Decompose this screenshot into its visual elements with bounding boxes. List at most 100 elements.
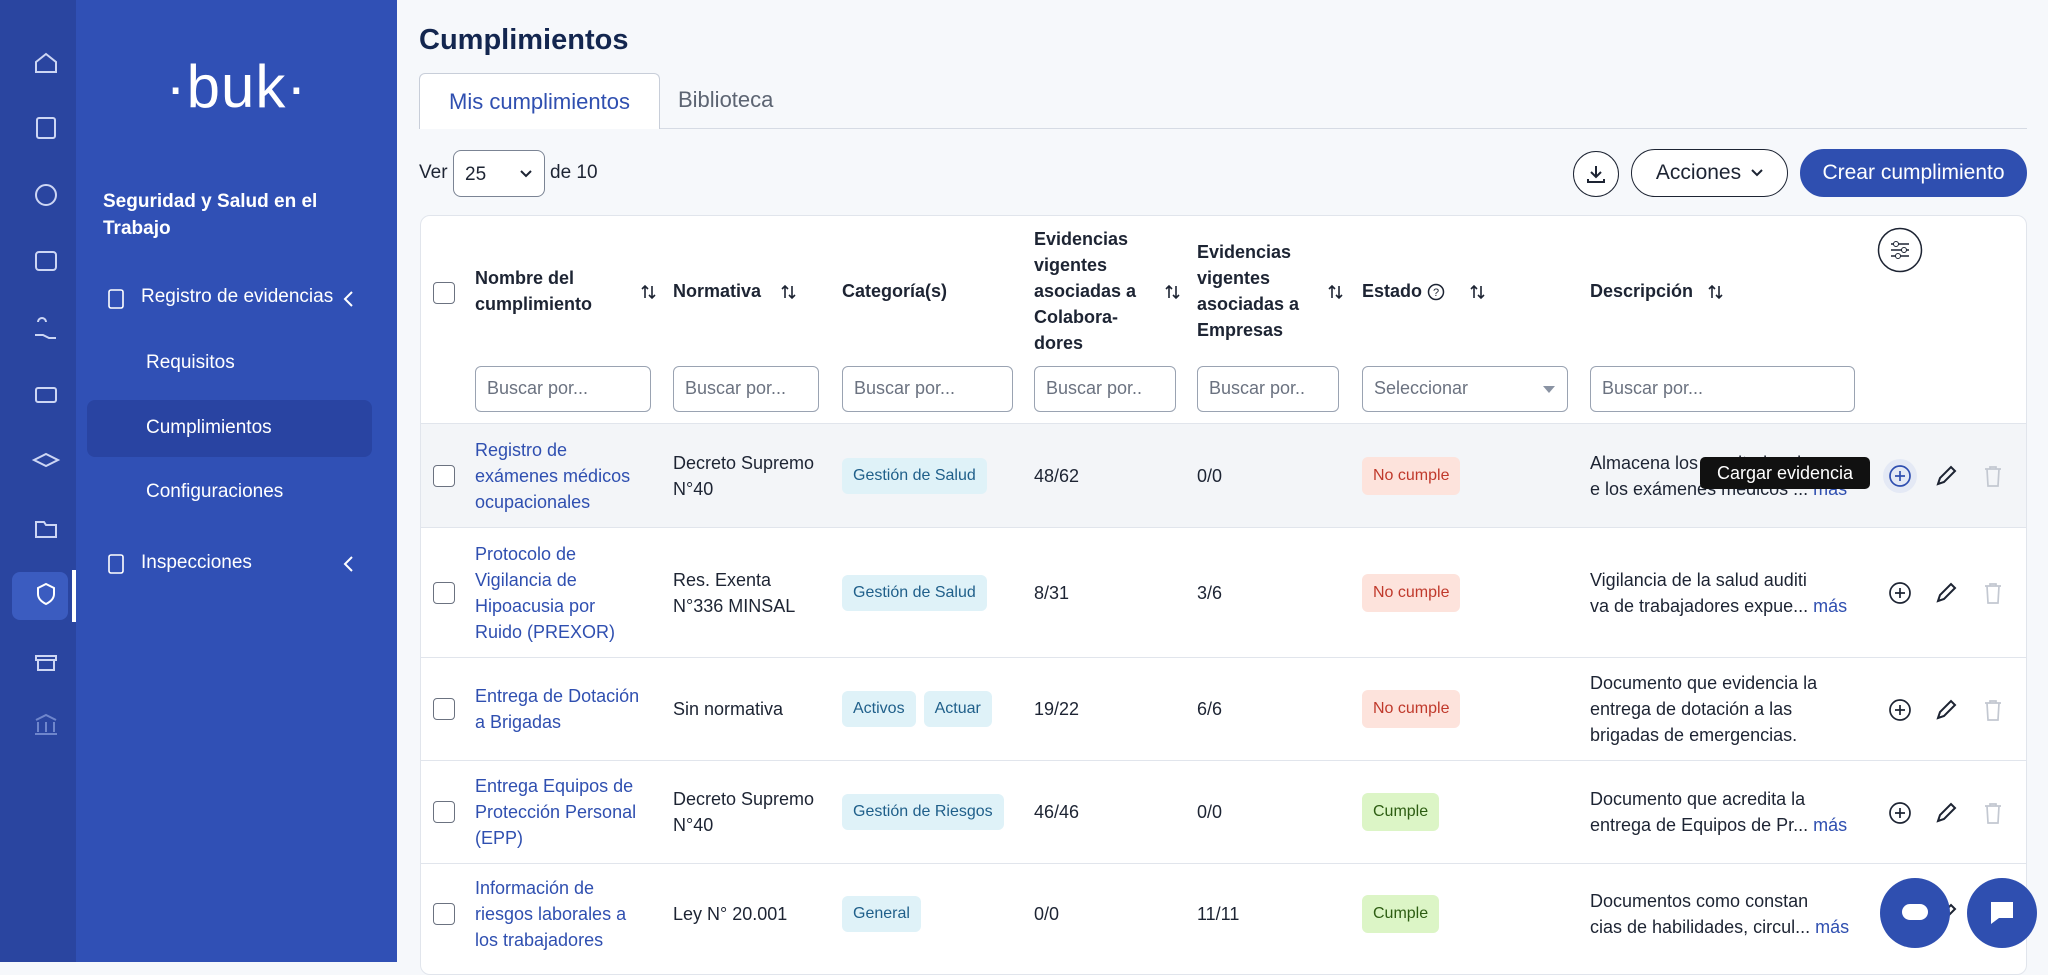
sort-icon[interactable] — [1708, 283, 1724, 301]
add-evidence-button[interactable] — [1883, 459, 1917, 493]
filter-input[interactable]: Buscar por... — [842, 366, 1013, 412]
download-button[interactable] — [1573, 151, 1619, 197]
header-checkbox[interactable] — [433, 282, 455, 304]
sort-icon[interactable] — [1470, 283, 1486, 301]
add-evidence-button[interactable] — [1883, 796, 1917, 830]
edit-button[interactable] — [1934, 464, 1958, 488]
normativa: Decreto Supremo N°40 — [673, 452, 815, 499]
edit-button[interactable] — [1934, 698, 1958, 722]
submenu-item[interactable]: Requisitos — [146, 352, 235, 373]
name-cell: Entrega de Dotación a Brigadas — [475, 683, 645, 735]
status-badge: Cumple — [1362, 793, 1440, 831]
delete-button — [1985, 583, 2001, 604]
menu-item[interactable]: Registro de evidencias — [141, 286, 334, 307]
actions-button[interactable]: Acciones — [1631, 149, 1788, 197]
filter-input[interactable]: Buscar por... — [673, 366, 819, 412]
row-checkbox[interactable] — [433, 464, 455, 487]
row-link[interactable]: Entrega de Dotación a Brigadas — [475, 686, 640, 732]
column-settings[interactable] — [1877, 227, 1923, 273]
benefits-icon[interactable] — [35, 387, 57, 403]
collab-evidence: 8/31 — [1034, 582, 1070, 603]
tab[interactable]: Biblioteca — [678, 87, 774, 112]
column-title: Evidencias vigentes asociadas a Colabora… — [1034, 229, 1137, 353]
edit-button[interactable] — [1934, 581, 1958, 605]
row-link[interactable]: Protocolo de Vigilancia de Hipoacusia po… — [475, 543, 616, 642]
care-icon[interactable] — [35, 317, 56, 339]
logo[interactable]: ·buk· — [165, 53, 308, 120]
row-checkbox[interactable] — [433, 698, 455, 720]
sort-icon[interactable] — [1328, 283, 1344, 301]
table: Nombre del cumplimiento Buscar por... Norm… — [420, 215, 2027, 975]
filter-input[interactable]: Buscar por... — [1590, 366, 1855, 412]
column-header: Nombre del cumplimiento — [475, 221, 625, 361]
row-link[interactable]: Entrega Equipos de Protección Personal (… — [475, 776, 637, 848]
status-badge: No cumple — [1362, 690, 1461, 728]
add-evidence-button[interactable] — [1883, 576, 1917, 610]
filter-input[interactable]: Buscar por.. — [1197, 366, 1339, 412]
sort-icon[interactable] — [781, 283, 797, 301]
description-line: Documento que acredita la — [1590, 786, 1870, 812]
edit-button[interactable] — [1934, 801, 1958, 825]
column-header: Descripción — [1590, 221, 1810, 361]
submenu-item[interactable]: Configuraciones — [146, 481, 284, 502]
create-button[interactable]: Crear cumplimiento — [1800, 149, 2027, 197]
delete-button — [1985, 802, 2001, 824]
description-text: Documento que acredita la — [1590, 789, 1806, 809]
help-chat-button[interactable] — [1967, 878, 2037, 948]
description-line: brigadas de emergencias. — [1590, 722, 1870, 748]
column-title: Normativa — [673, 281, 762, 301]
description-line: va de trabajadores expue... más — [1590, 593, 1870, 619]
chevron[interactable] — [342, 290, 356, 308]
normativa-cell: Decreto Supremo N°40 — [673, 786, 818, 838]
row-checkbox[interactable] — [433, 902, 455, 925]
row-link[interactable]: Registro de exámenes médicos ocupacional… — [475, 439, 631, 512]
table-row: Información de riesgos laborales a los t… — [421, 863, 2026, 963]
tasks-icon[interactable] — [36, 117, 56, 139]
row-checkbox[interactable] — [433, 581, 455, 604]
company-evidence: 3/6 — [1197, 582, 1223, 603]
sort-icon[interactable] — [1165, 283, 1181, 301]
bank-icon[interactable] — [35, 713, 57, 735]
store-icon[interactable] — [35, 655, 57, 671]
description-text: va de trabajadores expue... — [1590, 595, 1809, 616]
download-icon — [1587, 166, 1605, 183]
page-size-select[interactable]: 25 — [453, 150, 545, 197]
show-label: Ver — [419, 162, 448, 183]
sort-icon[interactable] — [641, 283, 657, 301]
column-title: Estado — [1362, 281, 1423, 301]
row-checkbox[interactable] — [433, 801, 455, 823]
category-tag: Activos — [842, 691, 916, 727]
actions-label: Acciones — [1655, 161, 1742, 184]
chevron[interactable] — [342, 555, 356, 573]
filter-input[interactable]: Seleccionar — [1362, 366, 1568, 412]
menu-item[interactable]: Inspecciones — [141, 552, 252, 573]
description-cell: Vigilancia de la salud auditi va de traba… — [1590, 567, 1870, 619]
column-header: Evidencias vigentes asociadas a Colabora… — [1034, 221, 1144, 361]
home-icon[interactable] — [35, 52, 57, 73]
filter-input[interactable]: Buscar por... — [475, 366, 651, 412]
more-link[interactable]: más — [1813, 595, 1848, 616]
tab-active[interactable]: Mis cumplimientos — [419, 73, 660, 129]
row-link[interactable]: Información de riesgos laborales a los t… — [475, 877, 627, 950]
chat-button[interactable] — [1880, 878, 1950, 948]
learning-icon[interactable] — [31, 452, 61, 468]
description-text: entrega de dotación a las — [1590, 699, 1793, 719]
submenu-item-active[interactable]: Cumplimientos — [146, 417, 272, 438]
delete-button — [1985, 699, 2001, 721]
chat-icon — [1902, 904, 1928, 920]
clock-icon[interactable] — [35, 251, 57, 271]
safety-icon[interactable] — [37, 582, 55, 606]
folder-icon[interactable] — [35, 521, 57, 538]
collab-cell: 46/46 — [1034, 799, 1154, 825]
more-link[interactable]: más — [1815, 916, 1850, 937]
more-link[interactable]: más — [1813, 815, 1848, 835]
description-text: Vigilancia de la salud auditi — [1590, 569, 1807, 590]
company-cell: 0/0 — [1197, 799, 1317, 825]
add-evidence-button[interactable] — [1883, 693, 1917, 727]
money-icon[interactable] — [35, 184, 57, 206]
description-cell: Documentos como constan cias de habilidad… — [1590, 888, 1870, 940]
normativa-cell: Sin normativa — [673, 696, 818, 722]
filter-input[interactable]: Buscar por.. — [1034, 366, 1176, 412]
